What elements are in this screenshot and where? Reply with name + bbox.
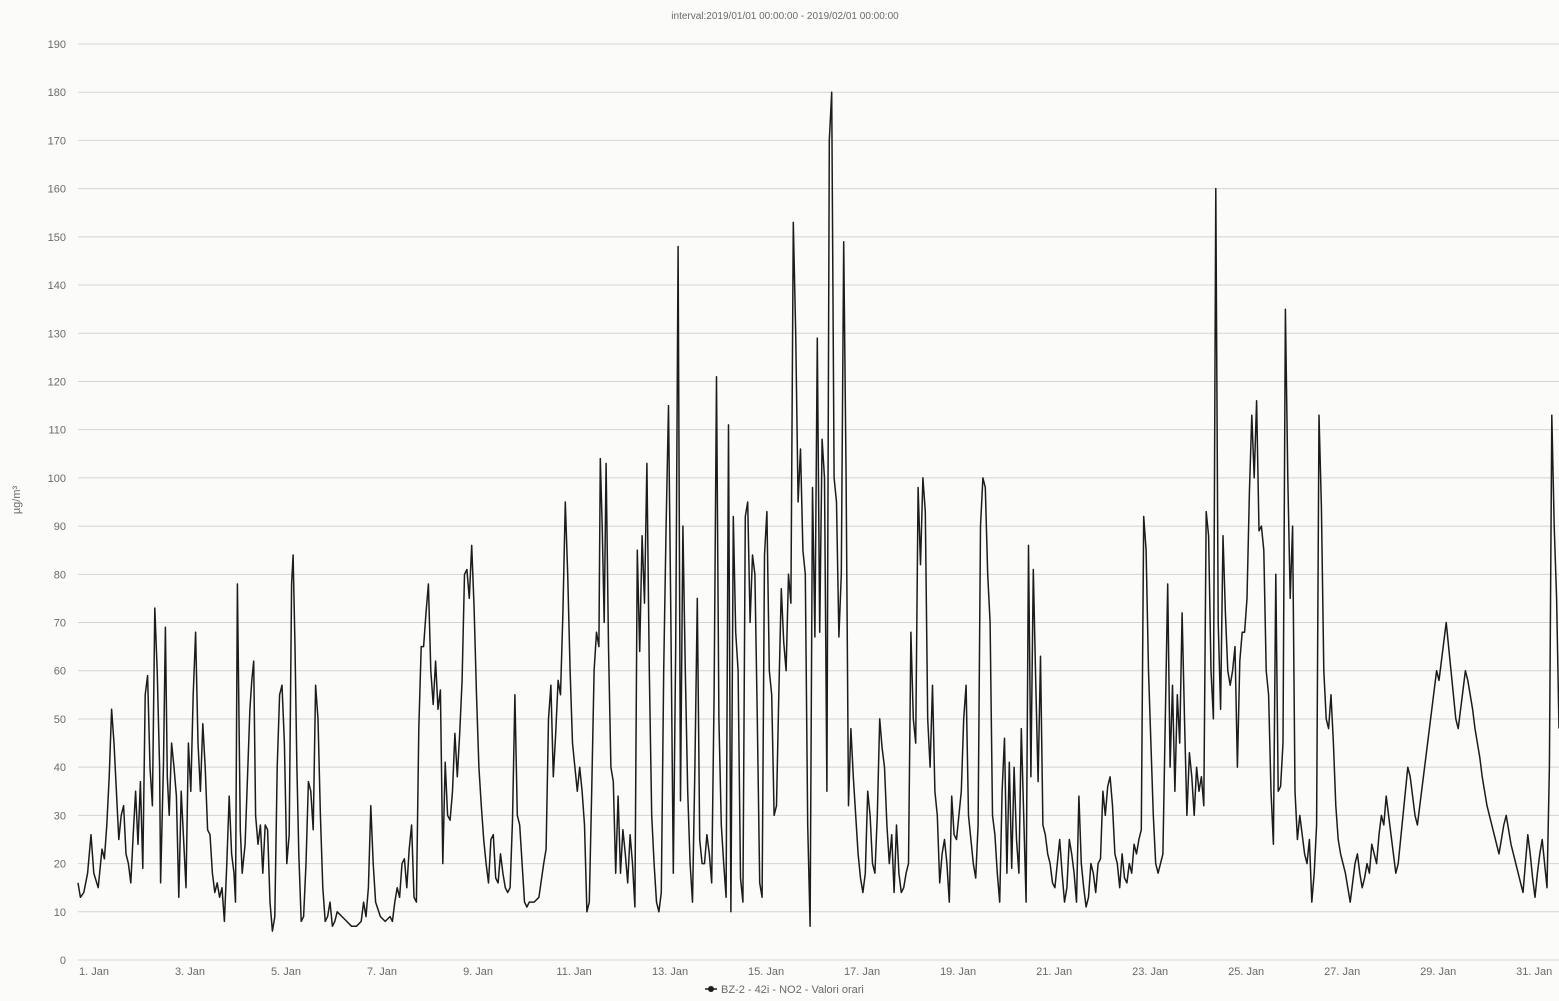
y-tick-label: 70 xyxy=(54,618,66,630)
y-tick-label: 30 xyxy=(54,810,66,822)
y-tick-label: 140 xyxy=(48,280,66,292)
x-tick-label: 23. Jan xyxy=(1132,966,1168,978)
y-axis-title: µg/m³ xyxy=(11,485,23,514)
x-tick-label: 19. Jan xyxy=(940,966,976,978)
x-tick-label: 13. Jan xyxy=(652,966,688,978)
y-tick-label: 60 xyxy=(54,666,66,678)
y-tick-label: 40 xyxy=(54,762,66,774)
x-tick-label: 31. Jan xyxy=(1516,966,1552,978)
x-axis-ticks: 1. Jan 3. Jan 5. Jan 7. Jan 9. Jan 11. Jan 13.… xyxy=(79,966,1552,978)
series-layer xyxy=(77,91,1559,932)
y-tick-label: 150 xyxy=(48,232,66,244)
y-tick-label: 190 xyxy=(48,39,66,51)
series-line-0[interactable] xyxy=(77,91,1559,932)
y-tick-label: 50 xyxy=(54,714,66,726)
y-tick-label: 20 xyxy=(54,859,66,871)
y-tick-label: 130 xyxy=(48,328,66,340)
x-tick-label: 15. Jan xyxy=(748,966,784,978)
y-tick-label: 160 xyxy=(48,184,66,196)
legend[interactable]: BZ-2 - 42i - NO2 - Valori orari xyxy=(705,984,864,996)
y-tick-label: 180 xyxy=(48,87,66,99)
x-tick-label: 3. Jan xyxy=(175,966,205,978)
legend-label: BZ-2 - 42i - NO2 - Valori orari xyxy=(721,984,864,996)
y-tick-label: 170 xyxy=(48,135,66,147)
x-tick-label: 21. Jan xyxy=(1036,966,1072,978)
y-tick-label: 0 xyxy=(60,955,66,967)
x-tick-label: 9. Jan xyxy=(463,966,493,978)
x-tick-label: 27. Jan xyxy=(1324,966,1360,978)
x-tick-label: 5. Jan xyxy=(271,966,301,978)
y-tick-label: 10 xyxy=(54,907,66,919)
legend-dot-marker xyxy=(708,986,714,992)
y-tick-label: 80 xyxy=(54,569,66,581)
x-tick-label: 1. Jan xyxy=(79,966,109,978)
y-tick-label: 100 xyxy=(48,473,66,485)
x-tick-label: 7. Jan xyxy=(367,966,397,978)
x-tick-label: 17. Jan xyxy=(844,966,880,978)
y-tick-label: 120 xyxy=(48,376,66,388)
x-tick-label: 29. Jan xyxy=(1420,966,1456,978)
x-tick-label: 25. Jan xyxy=(1228,966,1264,978)
chart-title: interval:2019/01/01 00:00:00 - 2019/02/0… xyxy=(671,11,899,22)
y-axis-ticks: 0 10 20 30 40 50 60 70 80 90 100 110 120 130 140 150 160… xyxy=(48,39,66,967)
y-tick-label: 90 xyxy=(54,521,66,533)
gridlines xyxy=(78,43,1559,961)
x-tick-label: 11. Jan xyxy=(556,966,591,978)
y-tick-label: 110 xyxy=(48,425,66,437)
